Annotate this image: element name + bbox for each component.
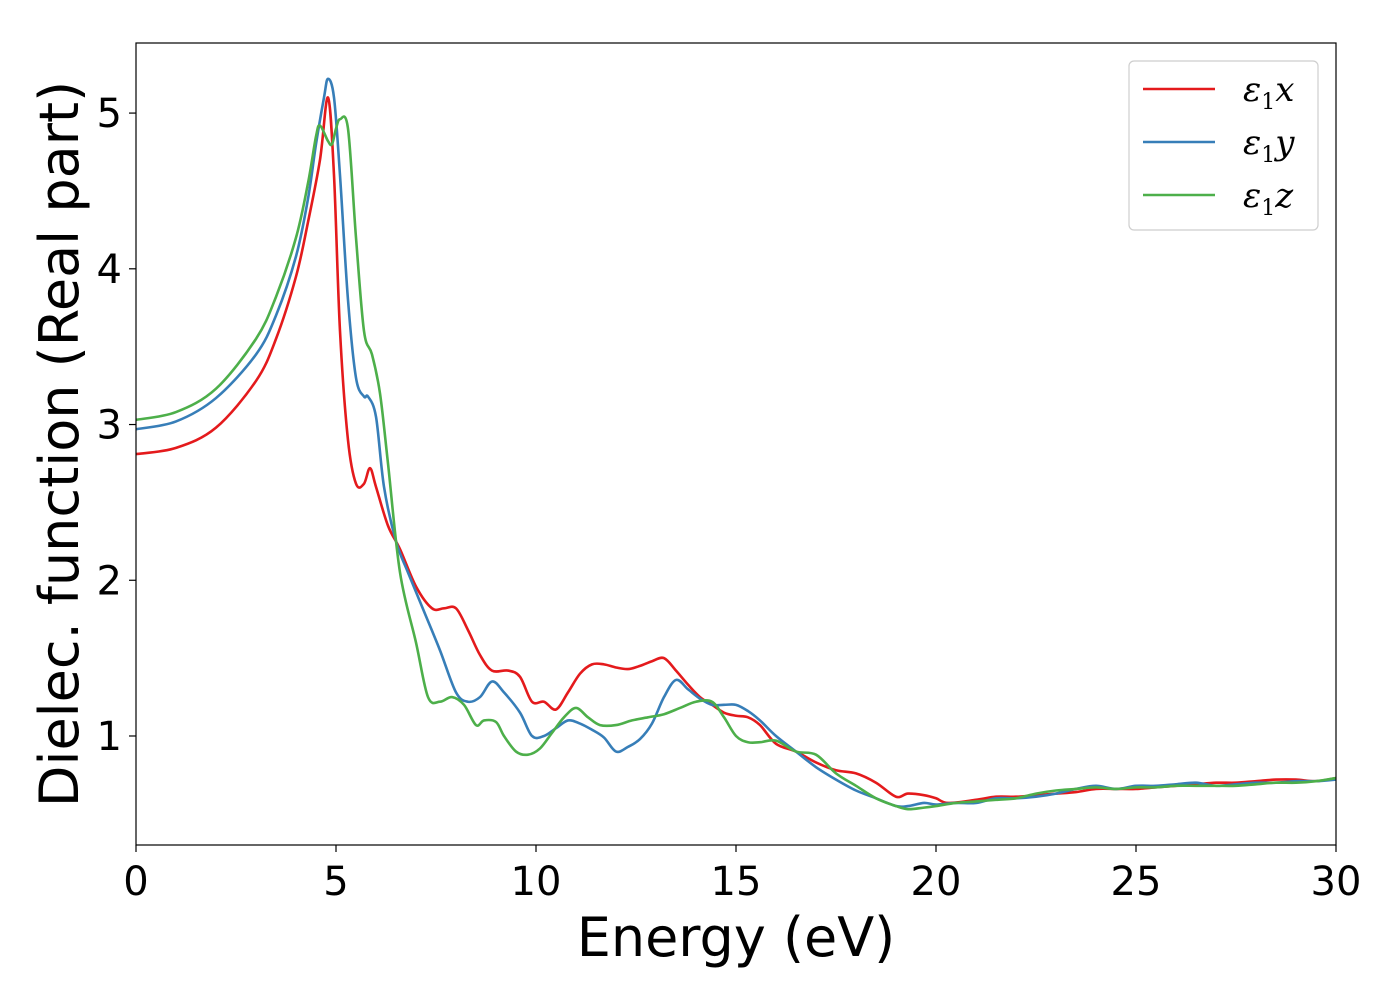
- x-tick-label: 0: [123, 859, 148, 905]
- legend-label-z: ε1z: [1243, 176, 1294, 221]
- legend-label-y: ε1y: [1243, 123, 1295, 168]
- x-tick-label: 5: [323, 859, 348, 905]
- x-tick-label: 30: [1311, 859, 1362, 905]
- x-tick-label: 10: [511, 859, 562, 905]
- y-tick-label: 1: [97, 714, 122, 760]
- series-line-x: [136, 96, 1336, 805]
- legend-label-x: ε1x: [1243, 70, 1294, 115]
- y-tick-label: 2: [97, 558, 122, 604]
- y-axis-title: Dielec. function (Real part): [28, 81, 91, 807]
- x-axis-title: Energy (eV): [577, 906, 896, 969]
- legend-box: [1128, 60, 1319, 231]
- series-line-z: [136, 115, 1336, 811]
- x-tick-label: 25: [1111, 859, 1162, 905]
- y-tick-label: 4: [97, 247, 122, 293]
- y-tick-label: 5: [97, 91, 122, 137]
- legend: ε1x ε1y ε1z: [1128, 60, 1319, 231]
- x-tick-label: 20: [911, 859, 962, 905]
- y-tick-label: 3: [97, 403, 122, 449]
- x-tick-label: 15: [711, 859, 762, 905]
